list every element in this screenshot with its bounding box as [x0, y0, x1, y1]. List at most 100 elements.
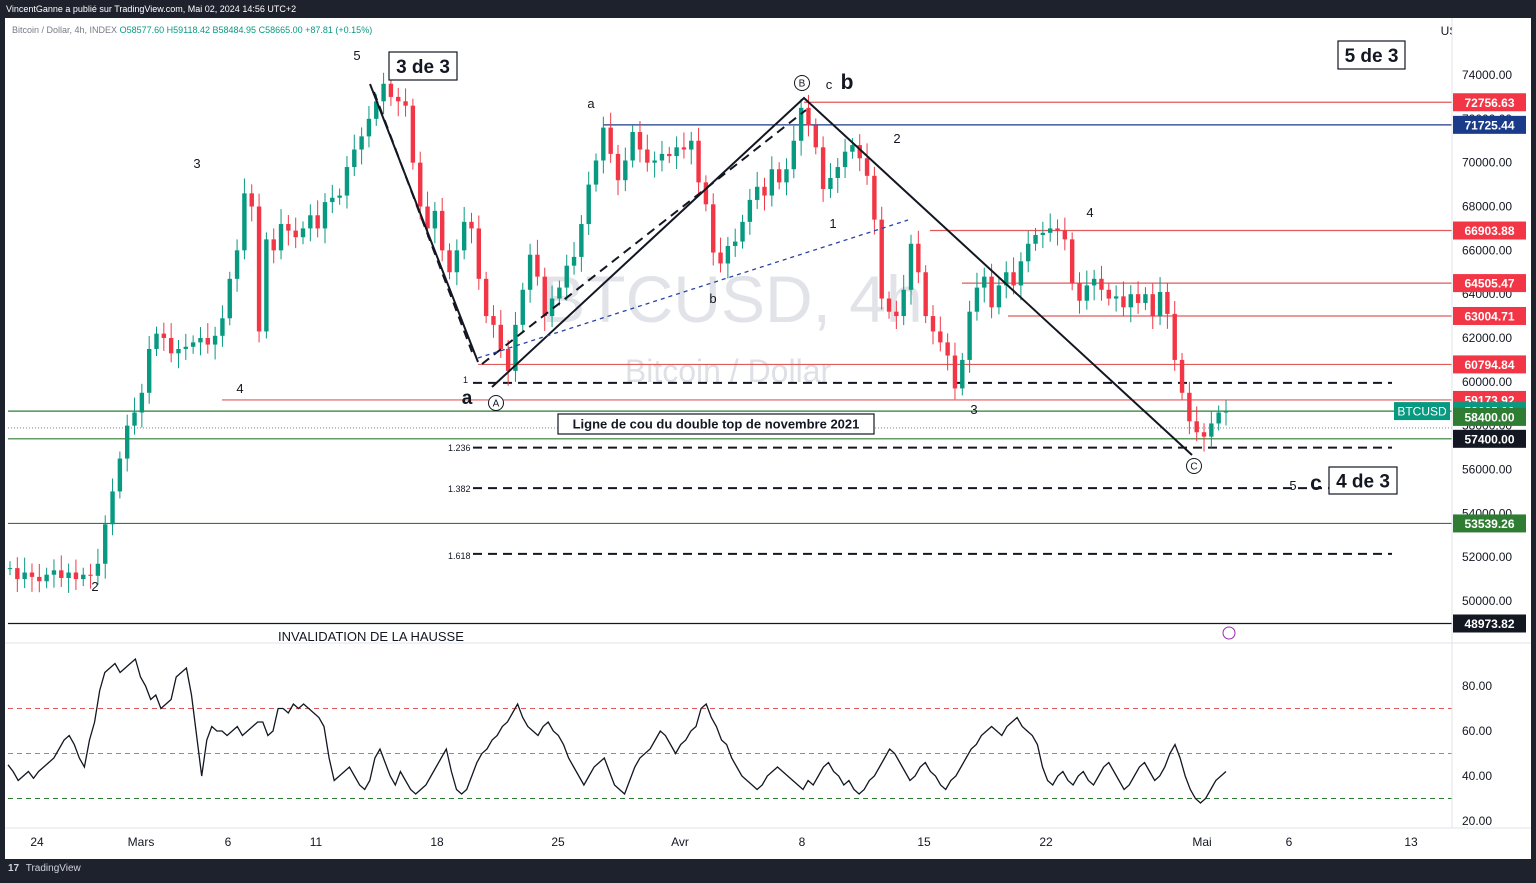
candle-body — [1091, 278, 1097, 286]
time-tick-label: 18 — [430, 835, 444, 849]
price-tick-label: 50000.00 — [1462, 594, 1512, 608]
price-axis-tag — [1453, 407, 1526, 426]
candle-body — [1113, 296, 1119, 299]
candle-body — [476, 228, 482, 279]
watermark-symbol: BTCUSD, 4h — [541, 262, 922, 336]
candle-body — [842, 151, 848, 168]
candle-body — [784, 169, 789, 183]
candle-body — [828, 178, 833, 189]
wave-label: 2 — [893, 131, 900, 146]
candle-body — [557, 287, 562, 299]
footer-brand: TradingView — [25, 863, 81, 874]
price-axis-tag — [1453, 306, 1526, 325]
candle-body — [366, 118, 372, 137]
candle-body — [711, 204, 716, 253]
candle-body — [418, 162, 423, 207]
price-tick-label: 68000.00 — [1462, 200, 1512, 214]
time-tick-label: 13 — [1404, 835, 1418, 849]
time-tick-label: 6 — [225, 835, 232, 849]
time-tick-label: Mai — [1192, 835, 1211, 849]
candle-body — [439, 210, 445, 251]
time-tick-label: 15 — [917, 835, 931, 849]
wave-label: 3 — [193, 156, 200, 171]
candle-body — [44, 574, 49, 582]
publisher-line: VincentGanne a publié sur TradingView.co… — [6, 4, 297, 14]
candle-body — [454, 250, 460, 273]
candle-body — [293, 230, 298, 238]
candle-body — [73, 572, 79, 580]
candle-body — [857, 145, 862, 159]
time-tick-label: Mars — [128, 835, 155, 849]
candle-body — [549, 298, 555, 317]
wave-box-4-de-3-box — [1328, 466, 1398, 495]
candle-body — [491, 316, 496, 325]
wave-box-3-de-3-box — [388, 51, 458, 81]
candle-body — [820, 147, 826, 189]
candle-body — [117, 458, 123, 492]
candle-body — [930, 316, 936, 332]
wave-box-4-de-3: 4 de 3 — [1336, 471, 1390, 492]
candle-body — [103, 524, 108, 564]
candle-body — [864, 158, 870, 176]
candle-body — [740, 221, 745, 242]
price-tick-label: 66000.00 — [1462, 243, 1512, 257]
wave-box-5-de-3: 5 de 3 — [1345, 46, 1399, 67]
time-tick-label: 24 — [30, 835, 44, 849]
candle-body — [59, 570, 64, 578]
candle-body — [908, 243, 914, 290]
wave-line-dashed — [373, 91, 473, 353]
candle-body — [161, 333, 167, 338]
price-axis-tag — [1453, 221, 1526, 240]
price-tick-label: 52000.00 — [1462, 550, 1512, 564]
time-tick-label: 8 — [799, 835, 806, 849]
time-tick-label: 22 — [1039, 835, 1053, 849]
candle-body — [527, 254, 533, 290]
candle-body — [396, 96, 401, 102]
wave-label: 5 — [1289, 478, 1296, 493]
candle-body — [15, 568, 20, 580]
candle-body — [256, 206, 262, 332]
symbol-info: Bitcoin / Dollar, 4h, INDEX O58577.60 H5… — [12, 25, 372, 35]
candle-body — [154, 333, 159, 349]
candle-body — [220, 318, 225, 336]
rsi-tick-label: 40.00 — [1462, 769, 1492, 783]
fib-label: 1.382 — [448, 484, 471, 494]
price-axis-tag — [1453, 514, 1526, 533]
candle-body — [564, 265, 569, 288]
candle-body — [315, 215, 320, 229]
candle-body — [952, 355, 958, 389]
candle-body — [198, 338, 203, 343]
candle-body — [125, 425, 130, 459]
candle-body — [601, 127, 606, 161]
candle-body — [960, 359, 965, 389]
price-axis-tag — [1453, 274, 1526, 293]
candle-body — [608, 127, 613, 154]
price-axis-tag-label: 58400.00 — [1464, 410, 1514, 424]
candle-body — [205, 338, 210, 345]
candle-body — [1187, 392, 1192, 422]
candle-body — [29, 572, 35, 577]
candle-body — [1026, 243, 1031, 262]
wave-label: a — [587, 96, 595, 111]
price-axis-tag-label: 71725.44 — [1464, 118, 1514, 132]
wave-label: b — [709, 291, 716, 306]
candle-body — [1077, 283, 1082, 301]
candle-body — [337, 195, 342, 198]
candle-body — [813, 125, 818, 148]
candle-body — [967, 311, 972, 360]
wave-label: 1 — [829, 216, 836, 231]
candle-body — [81, 574, 86, 580]
candle-body — [190, 342, 196, 347]
candle-body — [278, 224, 284, 251]
candle-body — [747, 199, 753, 222]
candle-body — [996, 285, 1002, 308]
time-tick-label: Avr — [671, 835, 689, 849]
candle-body — [1011, 272, 1016, 286]
candle-body — [1157, 291, 1163, 317]
candle-body — [901, 289, 906, 317]
candle-body — [469, 221, 474, 229]
candle-body — [645, 149, 650, 163]
fib-label: 1.618 — [448, 551, 471, 561]
candle-body — [1069, 239, 1075, 284]
